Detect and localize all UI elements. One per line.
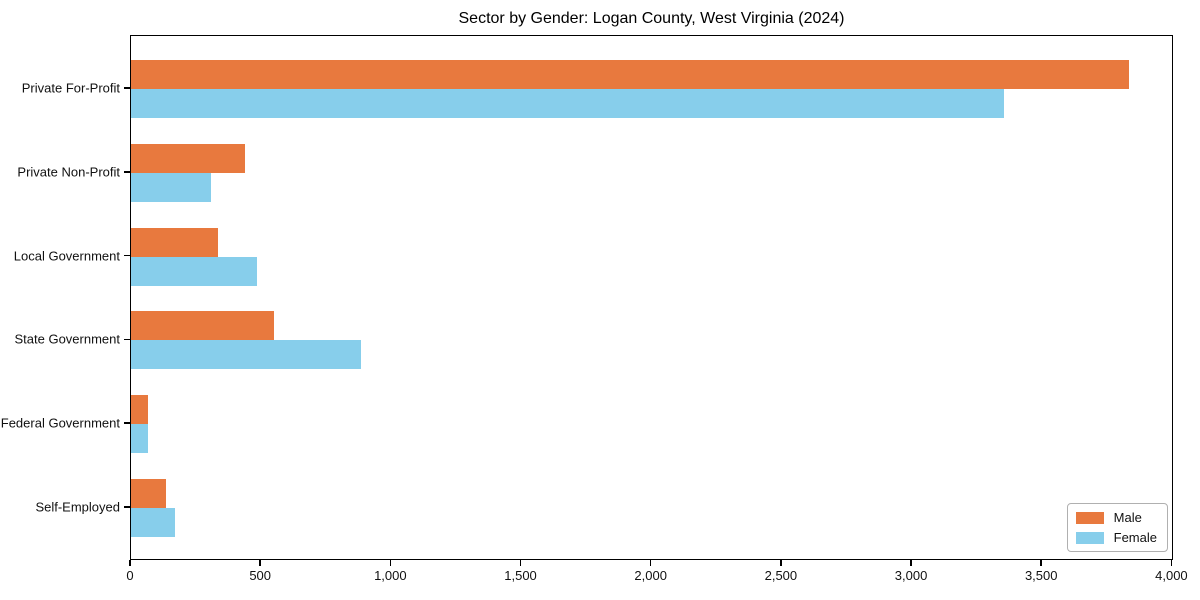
y-tick-mark — [124, 87, 130, 89]
x-tick-label: 4,000 — [1155, 568, 1188, 583]
plot-area: Male Female — [130, 35, 1173, 560]
y-tick-mark — [124, 338, 130, 341]
bar-male-self-employed — [131, 479, 166, 508]
x-tick-label: 1,000 — [374, 568, 407, 583]
bar-female-state-government — [131, 340, 361, 370]
category-label-self-employed: Self-Employed — [35, 499, 120, 515]
x-tick-label: 1,500 — [504, 568, 537, 583]
x-tick-label: 3,000 — [894, 568, 928, 583]
legend-label-female: Female — [1113, 530, 1157, 545]
x-tick-mark — [1040, 560, 1042, 566]
bar-female-local-government — [131, 256, 257, 286]
x-tick-label: 500 — [249, 568, 272, 583]
legend-label-male: Male — [1113, 510, 1142, 525]
x-tick-mark — [519, 560, 522, 566]
legend-swatch-male — [1075, 511, 1104, 524]
bar-male-state-government — [131, 311, 274, 341]
bar-male-local-government — [131, 227, 218, 257]
bar-female-self-employed — [131, 508, 175, 537]
x-tick-mark — [780, 560, 782, 566]
category-label-private-non-profit: Private Non-Profit — [17, 164, 120, 180]
x-tick-label: 3,500 — [1024, 568, 1058, 583]
category-label-private-for-profit: Private For-Profit — [21, 80, 120, 96]
y-tick-mark — [124, 506, 130, 508]
bar-female-private-non-profit — [131, 172, 211, 202]
category-label-state-government: State Government — [14, 331, 121, 347]
legend: Male Female — [1066, 503, 1168, 552]
x-tick-mark — [910, 560, 912, 566]
y-tick-mark — [124, 171, 130, 173]
category-label-local-government: Local Government — [13, 248, 120, 264]
x-tick-mark — [389, 560, 392, 566]
legend-entry-female: Female — [1075, 530, 1157, 545]
x-tick-label: 2,500 — [764, 568, 798, 583]
y-tick-mark — [124, 422, 130, 424]
chart-title: Sector by Gender: Logan County, West Vir… — [458, 10, 845, 27]
category-label-federal-government: Federal Government — [0, 415, 120, 431]
x-tick-label: 2,000 — [634, 568, 667, 583]
bar-female-private-for-profit — [131, 89, 1004, 118]
legend-entry-male: Male — [1075, 510, 1157, 525]
bar-male-federal-government — [131, 395, 148, 425]
y-tick-mark — [124, 254, 130, 257]
x-tick-label: 0 — [126, 568, 134, 583]
x-tick-mark — [1170, 560, 1173, 566]
x-tick-mark — [649, 560, 652, 566]
bar-male-private-for-profit — [131, 60, 1129, 89]
x-tick-mark — [129, 560, 131, 566]
bar-male-private-non-profit — [131, 143, 245, 173]
x-tick-mark — [259, 560, 261, 566]
legend-swatch-female — [1075, 531, 1104, 544]
bar-female-federal-government — [131, 424, 148, 454]
